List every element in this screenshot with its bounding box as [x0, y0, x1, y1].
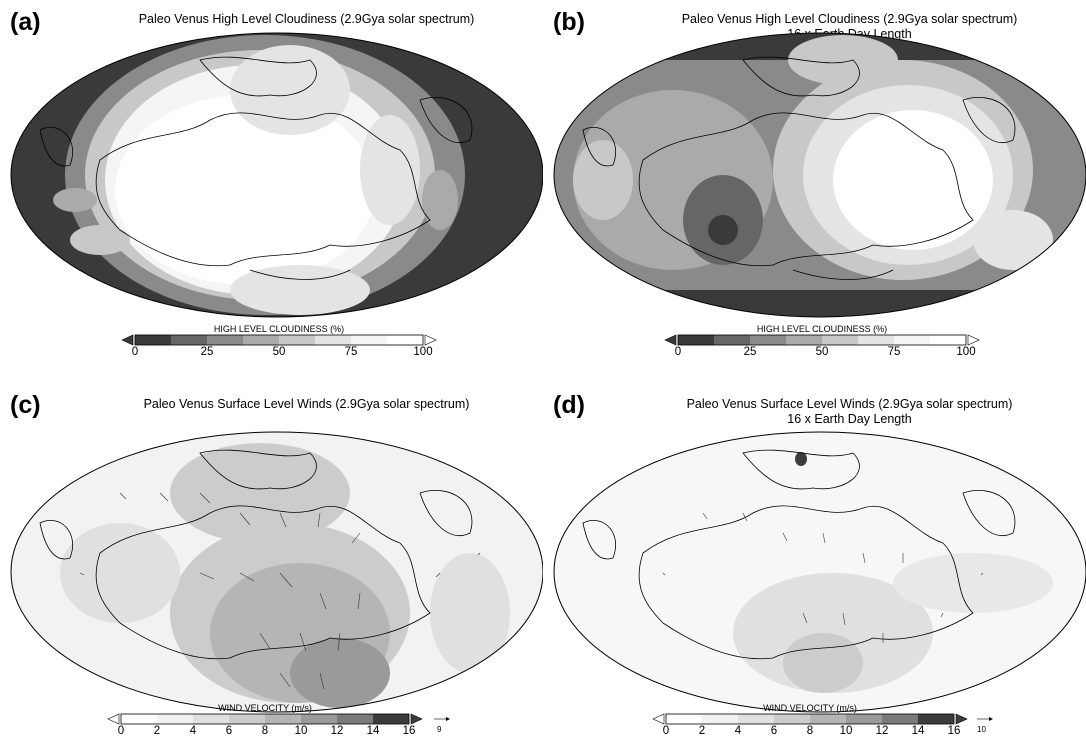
colorbar-tick: 2: [698, 725, 706, 737]
colorbar-min-arrow: [107, 713, 120, 725]
wind-colorbar: [652, 713, 993, 725]
wind-colorbar: [107, 713, 450, 725]
panel-title: Paleo Venus Surface Level Winds (2.9Gya …: [70, 397, 543, 412]
colorbar-bins: [121, 714, 409, 724]
colorbar-min-arrow: [121, 334, 134, 346]
panel-letter: (d): [553, 391, 585, 419]
panel-title-text: Paleo Venus High Level Cloudiness (2.9Gy…: [681, 12, 1018, 26]
colorbar-tick: 50: [815, 346, 829, 358]
colorbar-tick: 75: [344, 346, 358, 358]
colorbar-tick: 4: [189, 725, 197, 737]
colorbar-tick: 10: [839, 725, 853, 737]
colorbar-tick: 14: [911, 725, 925, 737]
panel-letter: (b): [553, 8, 585, 36]
colorbar-tick: 6: [770, 725, 778, 737]
colorbar-tick: 50: [272, 346, 286, 358]
colorbar-tick: 10: [294, 725, 308, 737]
colorbar-tick: 16: [402, 725, 416, 737]
colorbar-tick: 16: [947, 725, 961, 737]
colorbar-label: WIND VELOCITY (m/s): [218, 703, 312, 713]
colorbar-tick: 6: [225, 725, 233, 737]
wind-vectors: [662, 512, 984, 643]
panel-subtitle: 16 x Earth Day Length: [787, 412, 912, 426]
colorbar-label: WIND VELOCITY (m/s): [763, 703, 857, 713]
panel-letter: (c): [10, 391, 41, 419]
colorbar-tick: 0: [131, 346, 139, 358]
colorbar-max-arrow: [424, 334, 437, 346]
colorbar-max-arrow: [955, 713, 968, 725]
colorbar-min-arrow: [664, 334, 677, 346]
colorbar-tick: 12: [330, 725, 344, 737]
colorbar-tick: 0: [662, 725, 670, 737]
cloudiness-map: [553, 32, 1086, 318]
colorbar-bins: [678, 335, 966, 345]
colorbar-bins: [135, 335, 423, 345]
panel-a: (a) Paleo Venus High Level Cloudiness (2…: [0, 0, 543, 373]
colorbar-tick: 12: [875, 725, 889, 737]
colorbar-tick: 75: [887, 346, 901, 358]
panel-d: (d) Paleo Venus Surface Level Winds (2.9…: [543, 373, 1086, 746]
colorbar-tick: 2: [153, 725, 161, 737]
panel-b: (b) Paleo Venus High Level Cloudiness (2…: [543, 0, 1086, 373]
reference-vector-label: 10: [977, 725, 986, 734]
wind-vectors: [79, 492, 481, 690]
colorbar-tick: 100: [413, 346, 433, 358]
colorbar-max-arrow: [410, 713, 423, 725]
colorbar-tick: 25: [743, 346, 757, 358]
panel-title: Paleo Venus Surface Level Winds (2.9Gya …: [613, 397, 1086, 427]
panel-title-text: Paleo Venus High Level Cloudiness (2.9Gy…: [138, 12, 475, 26]
panel-c: (c) Paleo Venus Surface Level Winds (2.9…: [0, 373, 543, 746]
colorbar-min-arrow: [652, 713, 665, 725]
reference-vector-label: 9: [437, 725, 442, 734]
colorbar-tick: 14: [366, 725, 380, 737]
colorbar-tick: 0: [674, 346, 682, 358]
colorbar-tick: 8: [806, 725, 814, 737]
wind-map: [553, 431, 1086, 713]
colorbar-tick: 25: [200, 346, 214, 358]
cloudiness-map: [10, 32, 543, 318]
colorbar-max-arrow: [967, 334, 980, 346]
colorbar-tick: 8: [261, 725, 269, 737]
colorbar-tick: 4: [734, 725, 742, 737]
colorbar-tick: 0: [117, 725, 125, 737]
colorbar-bins: [666, 714, 954, 724]
wind-map: [10, 431, 543, 713]
panel-letter: (a): [10, 8, 41, 36]
panel-title-text: Paleo Venus Surface Level Winds (2.9Gya …: [143, 397, 470, 411]
panel-title-text: Paleo Venus Surface Level Winds (2.9Gya …: [686, 397, 1013, 411]
colorbar-label: HIGH LEVEL CLOUDINESS (%): [756, 324, 888, 334]
colorbar-label: HIGH LEVEL CLOUDINESS (%): [213, 324, 345, 334]
cloudiness-colorbar: [664, 334, 980, 346]
colorbar-tick: 100: [956, 346, 976, 358]
panel-title: Paleo Venus High Level Cloudiness (2.9Gy…: [70, 12, 543, 27]
cloudiness-colorbar: [121, 334, 437, 346]
